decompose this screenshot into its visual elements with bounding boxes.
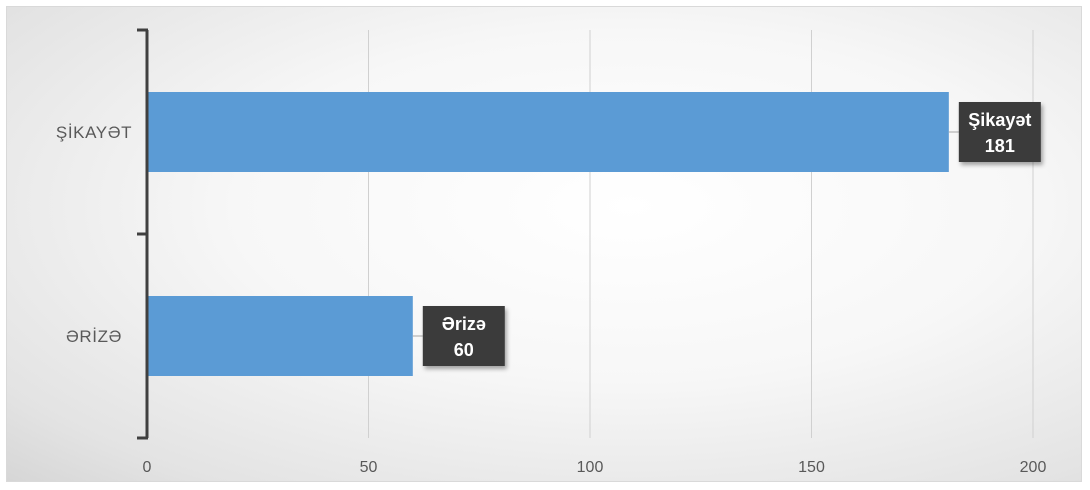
category-label-ri-z: ƏRİZƏ	[66, 327, 122, 346]
x-tick-label-50: 50	[360, 459, 378, 476]
data-label-value: 181	[985, 136, 1015, 156]
x-tick-label-200: 200	[1020, 459, 1047, 476]
data-label-value: 60	[454, 340, 474, 360]
data-label-box	[422, 306, 505, 366]
category-axis: ŞİKAYƏT ƏRİZƏ	[56, 28, 149, 440]
bars	[147, 92, 949, 376]
x-tick-label-0: 0	[143, 459, 152, 476]
x-tick-label-100: 100	[577, 459, 604, 476]
category-label-s-i-kay-t: ŞİKAYƏT	[56, 123, 132, 142]
bar-s-i-kay-t	[147, 92, 949, 172]
value-axis-ticks: 0 50 100 150 200	[143, 459, 1047, 476]
chart-frame	[6, 6, 1082, 482]
x-tick-label-150: 150	[798, 459, 825, 476]
gridlines	[368, 30, 1034, 438]
bar-ri-z	[147, 296, 413, 376]
data-label-name: Ərizə	[442, 314, 486, 334]
data-label-name: Şikayət	[968, 110, 1031, 130]
data-label-box	[958, 102, 1041, 162]
data-labels: Şikayət 181 Ərizə 60	[412, 102, 1041, 366]
